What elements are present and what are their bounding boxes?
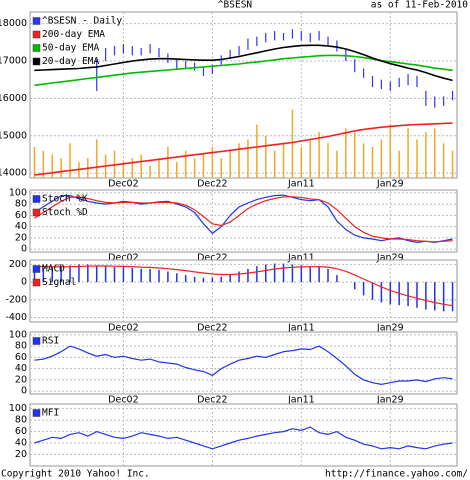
source-url: http://finance.yahoo.com/ <box>325 469 468 480</box>
y-tick-label: 40 <box>15 221 27 232</box>
y-tick-label: 20 <box>15 232 27 243</box>
x-tick-label: Dec02 <box>108 253 138 264</box>
legend-label: Stoch %D <box>42 207 88 218</box>
y-tick-label: -400 <box>5 312 27 323</box>
y-tick-label: 80 <box>15 415 27 426</box>
legend-label: 20-day EMA <box>42 56 99 67</box>
legend-swatch <box>32 265 41 273</box>
chart-title: ^BSESN <box>218 0 253 11</box>
x-tick-label: Jan11 <box>287 395 315 406</box>
series-line <box>34 426 453 450</box>
legend-label: MACD <box>42 264 65 275</box>
legend-swatch <box>32 337 41 345</box>
y-tick-label: -200 <box>5 294 27 305</box>
legend-swatch <box>32 44 41 52</box>
x-tick-label: Jan29 <box>376 253 404 264</box>
y-tick-label: 60 <box>15 426 27 437</box>
x-tick-label: Dec22 <box>197 179 227 190</box>
y-tick-label: 0 <box>21 386 27 397</box>
chart-subtitle: as of 11-Feb-2010 <box>371 0 469 11</box>
legend-label: Stoch %K <box>42 194 88 205</box>
y-tick-label: 20 <box>15 374 27 385</box>
y-tick-label: 60 <box>15 352 27 363</box>
y-tick-label: 15000 <box>0 130 27 141</box>
series-line <box>34 196 453 243</box>
series-line <box>34 194 453 244</box>
x-tick-label: Jan29 <box>376 179 404 190</box>
x-tick-label: Jan11 <box>287 253 315 264</box>
legend-swatch <box>32 57 41 66</box>
x-tick-label: Dec22 <box>197 253 227 264</box>
y-tick-label: 40 <box>15 438 27 449</box>
legend-swatch <box>32 30 41 39</box>
legend-swatch <box>32 278 41 287</box>
panel <box>29 331 458 395</box>
legend-label: 200-day EMA <box>42 29 105 40</box>
x-tick-label: Dec22 <box>197 395 227 406</box>
y-tick-label: 100 <box>9 187 27 198</box>
y-tick-label: 100 <box>9 329 27 340</box>
y-tick-label: 0 <box>21 244 27 255</box>
panel <box>29 403 458 467</box>
legend-label: Signal <box>42 277 76 288</box>
series-line <box>34 345 453 386</box>
legend-label: MFI <box>42 408 59 419</box>
y-tick-label: 17000 <box>0 55 27 66</box>
legend-swatch <box>32 208 41 217</box>
y-tick-label: 60 <box>15 210 27 221</box>
panel <box>29 259 458 323</box>
legend-swatch <box>32 409 41 417</box>
legend-swatch <box>32 195 41 203</box>
legend-swatch <box>32 17 41 25</box>
y-tick-label: 100 <box>9 403 27 414</box>
series-line <box>34 265 453 307</box>
legend-label: RSI <box>42 336 59 347</box>
y-tick-label: 40 <box>15 363 27 374</box>
x-tick-label: Dec02 <box>108 179 138 190</box>
series-line <box>34 44 453 82</box>
x-tick-label: Jan29 <box>376 323 404 334</box>
legend-label: ^BSESN - Daily <box>42 16 122 27</box>
y-tick-label: 18000 <box>0 18 27 29</box>
y-tick-label: 20 <box>15 449 27 460</box>
x-tick-label: Jan29 <box>376 395 404 406</box>
y-tick-label: 14000 <box>0 168 27 179</box>
y-tick-label: 16000 <box>0 93 27 104</box>
panel <box>29 189 458 253</box>
y-tick-label: 0 <box>21 277 27 288</box>
x-tick-label: Dec02 <box>108 323 138 334</box>
copyright: Copyright 2010 Yahoo! Inc. <box>1 469 150 480</box>
x-tick-label: Jan11 <box>287 179 315 190</box>
legend-label: 50-day EMA <box>42 43 99 54</box>
x-tick-label: Jan11 <box>287 323 315 334</box>
y-tick-label: 80 <box>15 199 27 210</box>
x-tick-label: Dec22 <box>197 323 227 334</box>
y-tick-label: 80 <box>15 341 27 352</box>
y-tick-label: 200 <box>9 259 27 270</box>
x-tick-label: Dec02 <box>108 395 138 406</box>
series-line <box>34 122 453 176</box>
panel <box>29 11 458 179</box>
